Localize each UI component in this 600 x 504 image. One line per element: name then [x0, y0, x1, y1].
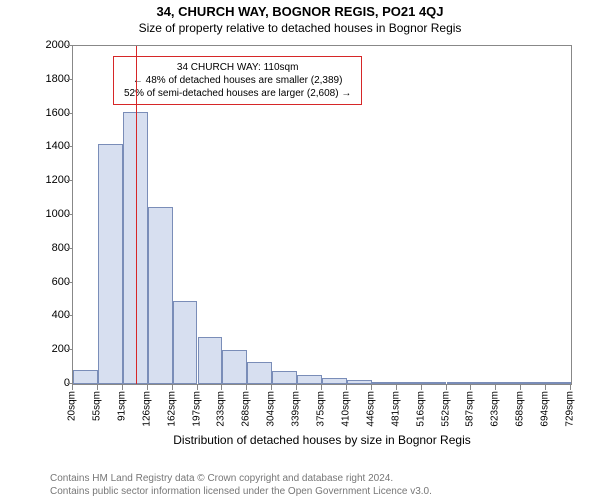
- property-marker-line: [136, 46, 137, 384]
- x-tick-label: 729sqm: [565, 391, 576, 427]
- y-tick-label: 2000: [30, 39, 70, 51]
- histogram-bar: [73, 370, 98, 384]
- histogram-bar: [198, 337, 223, 384]
- histogram-bar: [148, 207, 173, 384]
- x-tick-mark: [446, 385, 447, 390]
- chart-title-line2: Size of property relative to detached ho…: [0, 21, 600, 35]
- y-tick-mark: [67, 349, 72, 350]
- y-tick-mark: [67, 383, 72, 384]
- x-tick-mark: [421, 385, 422, 390]
- x-tick-mark: [147, 385, 148, 390]
- y-tick-label: 1600: [30, 107, 70, 119]
- y-tick-mark: [67, 45, 72, 46]
- x-tick-mark: [346, 385, 347, 390]
- y-tick-label: 600: [30, 276, 70, 288]
- y-tick-mark: [67, 248, 72, 249]
- y-tick-mark: [67, 315, 72, 316]
- x-tick-label: 126sqm: [141, 391, 152, 427]
- y-tick-label: 1400: [30, 140, 70, 152]
- y-tick-label: 400: [30, 309, 70, 321]
- x-tick-mark: [371, 385, 372, 390]
- x-tick-label: 375sqm: [316, 391, 327, 427]
- histogram-bar: [98, 144, 123, 384]
- x-tick-mark: [396, 385, 397, 390]
- chart-area: Number of detached properties 34 CHURCH …: [0, 39, 600, 439]
- x-tick-mark: [122, 385, 123, 390]
- histogram-bar: [397, 382, 422, 384]
- chart-title-line1: 34, CHURCH WAY, BOGNOR REGIS, PO21 4QJ: [0, 4, 600, 19]
- x-tick-mark: [172, 385, 173, 390]
- x-tick-mark: [97, 385, 98, 390]
- histogram-bar: [322, 378, 347, 384]
- x-tick-label: 55sqm: [91, 391, 102, 421]
- x-tick-label: 410sqm: [340, 391, 351, 427]
- histogram-bar: [272, 371, 297, 384]
- y-tick-label: 200: [30, 343, 70, 355]
- histogram-bar: [546, 382, 571, 384]
- y-tick-mark: [67, 113, 72, 114]
- histogram-bar: [297, 375, 322, 384]
- x-tick-mark: [321, 385, 322, 390]
- x-tick-mark: [221, 385, 222, 390]
- x-tick-label: 304sqm: [266, 391, 277, 427]
- y-tick-label: 800: [30, 242, 70, 254]
- x-tick-label: 658sqm: [515, 391, 526, 427]
- histogram-bar: [521, 382, 546, 384]
- y-tick-mark: [67, 214, 72, 215]
- y-tick-label: 1000: [30, 208, 70, 220]
- x-tick-label: 233sqm: [216, 391, 227, 427]
- footer-line2: Contains public sector information licen…: [50, 486, 432, 499]
- x-tick-label: 552sqm: [440, 391, 451, 427]
- histogram-bar: [247, 362, 272, 384]
- footer-line1: Contains HM Land Registry data © Crown c…: [50, 473, 432, 486]
- x-tick-label: 516sqm: [415, 391, 426, 427]
- histogram-bar: [173, 301, 198, 384]
- histogram-bar: [496, 382, 521, 384]
- annotation-line3: 52% of semi-detached houses are larger (…: [124, 87, 351, 100]
- plot-area: 34 CHURCH WAY: 110sqm ← 48% of detached …: [72, 45, 572, 385]
- x-tick-mark: [296, 385, 297, 390]
- x-tick-mark: [246, 385, 247, 390]
- x-tick-mark: [520, 385, 521, 390]
- x-tick-mark: [495, 385, 496, 390]
- x-tick-mark: [197, 385, 198, 390]
- histogram-bar: [471, 382, 496, 384]
- y-tick-mark: [67, 79, 72, 80]
- y-tick-label: 0: [30, 377, 70, 389]
- x-tick-label: 446sqm: [365, 391, 376, 427]
- histogram-bar: [347, 380, 372, 384]
- x-tick-mark: [72, 385, 73, 390]
- histogram-bar: [372, 382, 397, 384]
- x-tick-mark: [271, 385, 272, 390]
- y-tick-mark: [67, 146, 72, 147]
- y-tick-mark: [67, 282, 72, 283]
- x-tick-label: 623sqm: [490, 391, 501, 427]
- annotation-line2: ← 48% of detached houses are smaller (2,…: [124, 74, 351, 87]
- x-tick-label: 587sqm: [465, 391, 476, 427]
- x-tick-mark: [470, 385, 471, 390]
- annotation-line1: 34 CHURCH WAY: 110sqm: [124, 61, 351, 74]
- x-tick-mark: [570, 385, 571, 390]
- histogram-bar: [123, 112, 148, 384]
- x-tick-label: 197sqm: [191, 391, 202, 427]
- histogram-bar: [222, 350, 247, 384]
- x-tick-label: 481sqm: [390, 391, 401, 427]
- x-axis-label: Distribution of detached houses by size …: [72, 433, 572, 447]
- x-tick-label: 162sqm: [166, 391, 177, 427]
- x-tick-mark: [545, 385, 546, 390]
- x-tick-label: 694sqm: [540, 391, 551, 427]
- x-tick-label: 339sqm: [291, 391, 302, 427]
- x-tick-label: 20sqm: [67, 391, 78, 421]
- footer-attribution: Contains HM Land Registry data © Crown c…: [50, 473, 432, 498]
- x-tick-label: 268sqm: [241, 391, 252, 427]
- y-tick-label: 1800: [30, 73, 70, 85]
- y-tick-label: 1200: [30, 174, 70, 186]
- annotation-box: 34 CHURCH WAY: 110sqm ← 48% of detached …: [113, 56, 362, 105]
- x-tick-label: 91sqm: [116, 391, 127, 421]
- histogram-bar: [447, 382, 472, 384]
- histogram-bar: [422, 382, 447, 384]
- y-tick-mark: [67, 180, 72, 181]
